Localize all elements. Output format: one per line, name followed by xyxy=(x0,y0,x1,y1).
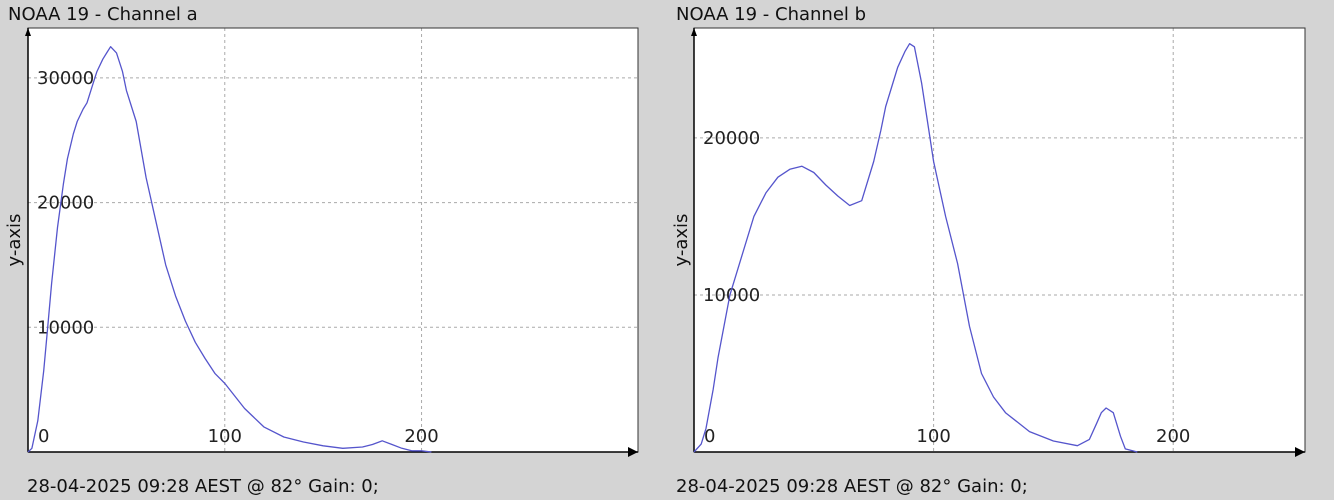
chart-title-channel-a: NOAA 19 - Channel a xyxy=(8,4,198,25)
y-axis-arrow xyxy=(691,28,697,36)
x-tick-label: 100 xyxy=(916,426,950,447)
plot-area xyxy=(28,28,638,452)
y-axis-label: y-axis xyxy=(4,214,25,267)
footer-status-channel-a: 28-04-2025 09:28 AEST @ 82° Gain: 0; xyxy=(27,476,379,497)
x-tick-label: 0 xyxy=(38,426,49,447)
series-line xyxy=(27,46,432,453)
y-tick-label: 10000 xyxy=(703,285,760,306)
y-tick-label: 20000 xyxy=(703,128,760,149)
series-line xyxy=(693,43,1138,453)
x-tick-label: 100 xyxy=(208,426,242,447)
y-axis-label: y-axis xyxy=(671,214,692,267)
y-tick-label: 10000 xyxy=(37,317,94,338)
y-axis-arrow xyxy=(25,28,31,36)
x-tick-label: 200 xyxy=(404,426,438,447)
x-axis-arrow xyxy=(628,447,638,457)
footer-status-channel-b: 28-04-2025 09:28 AEST @ 82° Gain: 0; xyxy=(676,476,1028,497)
chart-channel-a: 0 100 200 10000 20000 30000 y-axis xyxy=(4,27,639,457)
plot-area xyxy=(694,28,1305,452)
y-tick-label: 20000 xyxy=(37,193,94,214)
x-axis-arrow xyxy=(1295,447,1305,457)
x-tick-label: 0 xyxy=(704,426,715,447)
x-tick-label: 200 xyxy=(1156,426,1190,447)
chart-channel-b: 0 100 200 10000 20000 y-axis xyxy=(671,27,1306,457)
chart-title-channel-b: NOAA 19 - Channel b xyxy=(676,4,867,25)
y-tick-label: 30000 xyxy=(37,68,94,89)
